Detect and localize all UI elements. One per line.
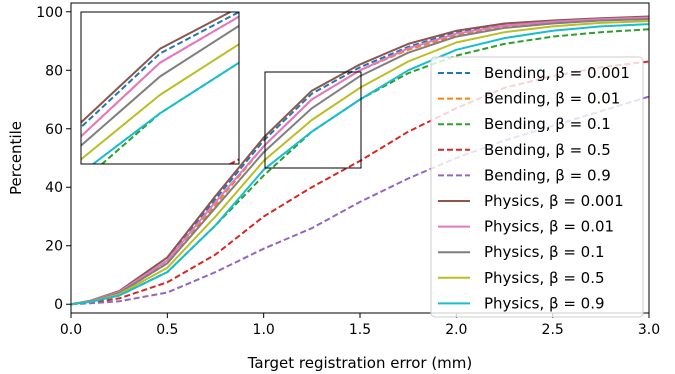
legend-label: Bending, β = 0.001 bbox=[484, 64, 630, 82]
x-tick-label: 0.0 bbox=[60, 322, 82, 338]
y-tick-label: 0 bbox=[54, 297, 63, 313]
y-tick-label: 80 bbox=[45, 63, 63, 79]
legend-label: Bending, β = 0.1 bbox=[484, 115, 611, 133]
series-line-6 bbox=[70, 16, 650, 306]
legend-frame bbox=[430, 56, 644, 318]
legend-label: Bending, β = 0.9 bbox=[484, 166, 611, 184]
x-tick-label: 3.0 bbox=[638, 322, 660, 338]
legend-label: Physics, β = 0.001 bbox=[484, 192, 624, 210]
series-line-7 bbox=[70, 18, 650, 306]
legend: Bending, β = 0.001 Bending, β = 0.01 Bendi… bbox=[430, 56, 644, 318]
y-tick-label: 40 bbox=[45, 180, 63, 196]
y-tick-label: 60 bbox=[45, 122, 63, 138]
axis-ticks: 0.0 0.5 1.0 1.5 2.0 2.5 3.0 0 20 40 60 80 100 bbox=[36, 5, 660, 338]
zoom-region-box bbox=[264, 71, 362, 169]
y-tick-label: 20 bbox=[45, 239, 63, 255]
legend-label: Physics, β = 0.01 bbox=[484, 218, 614, 236]
y-axis-label: Percentile bbox=[7, 121, 25, 195]
x-tick-label: 1.5 bbox=[349, 322, 371, 338]
x-tick-label: 0.5 bbox=[156, 322, 178, 338]
x-tick-label: 2.5 bbox=[542, 322, 564, 338]
series-line-8 bbox=[70, 20, 650, 306]
y-tick-label: 100 bbox=[36, 5, 63, 21]
x-tick-label: 2.0 bbox=[445, 322, 467, 338]
legend-label: Physics, β = 0.1 bbox=[484, 243, 605, 261]
legend-label: Bending, β = 0.01 bbox=[484, 90, 620, 108]
x-tick-label: 1.0 bbox=[253, 322, 275, 338]
legend-label: Physics, β = 0.5 bbox=[484, 269, 605, 287]
x-axis-label: Target registration error (mm) bbox=[247, 354, 473, 372]
legend-label: Physics, β = 0.9 bbox=[484, 294, 605, 312]
series-line-9 bbox=[70, 23, 650, 306]
legend-label: Bending, β = 0.5 bbox=[484, 141, 611, 159]
inset-frame bbox=[80, 11, 240, 165]
